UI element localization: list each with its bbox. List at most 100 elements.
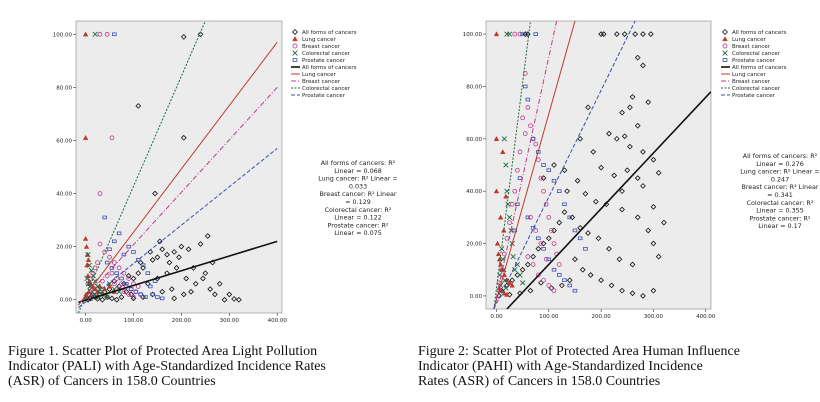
legend-label-colorectal: Colorectal cancer <box>732 51 781 57</box>
data-point-all-forms <box>226 291 233 298</box>
data-point-all-forms <box>156 238 163 245</box>
y-tick-label: 100.00 <box>53 32 73 38</box>
data-point-all-forms <box>171 249 178 255</box>
legend-line-label-all-forms: All forms of cancers <box>732 65 787 71</box>
data-point-all-forms <box>640 183 646 189</box>
legend-line-label-lung: Lung cancer <box>732 72 766 78</box>
data-point-prostate <box>557 273 562 277</box>
data-point-all-forms <box>650 204 657 210</box>
data-point-all-forms <box>661 219 667 226</box>
data-point-all-forms <box>650 156 657 163</box>
legend-label-lung: Lung cancer <box>302 37 336 43</box>
data-point-all-forms <box>634 214 641 221</box>
data-point-breast <box>515 167 520 173</box>
data-point-lung <box>509 282 515 288</box>
data-point-colorectal <box>104 294 110 300</box>
data-point-all-forms <box>173 265 180 271</box>
data-point-prostate <box>515 202 520 207</box>
data-point-all-forms <box>168 286 175 292</box>
data-point-prostate <box>104 260 110 265</box>
figure-1-scatter-chart: 0.00 20.00 40.00 60.00 80.00 100.00 0.00 100.00… <box>53 20 398 324</box>
data-point-all-forms <box>632 31 638 37</box>
data-point-colorectal <box>506 214 513 220</box>
data-point-all-forms <box>619 188 625 195</box>
data-point-all-forms <box>118 294 125 300</box>
fit-line-prostate <box>493 21 636 309</box>
data-point-all-forms <box>640 149 646 155</box>
data-point-breast <box>525 254 531 259</box>
legend-label-prostate: Prostate cancer <box>302 58 346 64</box>
data-point-prostate <box>577 236 583 241</box>
r2-annotation-line: Linear = 0.17 <box>758 222 802 230</box>
data-point-all-forms <box>231 296 237 302</box>
data-point-prostate <box>112 32 117 37</box>
data-point-all-forms <box>624 167 631 174</box>
data-point-lung <box>501 290 508 296</box>
figure-1-panel: 0.00 20.00 40.00 60.00 80.00 100.00 0.00 100.00… <box>0 0 400 402</box>
data-point-prostate <box>567 215 572 220</box>
data-point-prostate <box>145 271 151 275</box>
data-point-colorectal <box>517 272 523 278</box>
data-point-all-forms <box>627 143 633 150</box>
data-point-all-forms <box>640 31 646 37</box>
data-point-all-forms <box>212 291 218 298</box>
data-point-all-forms <box>564 188 570 195</box>
figure-2-panel: 0.00 20.00 40.00 60.00 80.00 100.00 0.00 100.00… <box>410 0 820 402</box>
data-point-lung <box>83 243 90 249</box>
x-tick-label: 400.00 <box>696 314 716 320</box>
data-point-colorectal <box>520 280 526 286</box>
data-point-all-forms <box>135 103 142 109</box>
x-tick-label: 100.00 <box>124 318 144 324</box>
data-point-breast <box>111 260 117 265</box>
data-point-all-forms <box>579 266 586 273</box>
data-point-colorectal <box>500 256 506 262</box>
data-point-colorectal <box>92 278 98 284</box>
legend-line-label-colorectal: Colorectal cancer <box>302 86 351 92</box>
data-point-breast <box>97 191 103 196</box>
data-point-breast <box>522 71 528 76</box>
data-point-prostate <box>116 231 122 236</box>
data-point-all-forms <box>524 261 531 268</box>
data-point-all-forms <box>519 266 526 273</box>
r2-annotation-line: Linear = 0.122 <box>334 214 382 222</box>
data-point-breast <box>88 276 93 281</box>
data-point-all-forms <box>556 219 563 226</box>
triangle-icon <box>292 36 298 42</box>
data-point-prostate <box>131 250 136 254</box>
data-point-prostate <box>546 168 552 173</box>
fit-line-all-forms <box>78 240 278 304</box>
r2-annotation-line: All forms of cancers: R² <box>743 152 818 160</box>
data-point-breast <box>109 270 115 276</box>
data-point-colorectal <box>85 251 91 258</box>
data-point-breast <box>556 262 562 267</box>
data-point-all-forms <box>192 280 199 287</box>
r2-annotation-line: Colorectal cancer: R² <box>747 199 814 207</box>
data-point-breast <box>512 188 518 194</box>
data-point-prostate <box>126 244 131 249</box>
legend-line-label-prostate: Prostate cancer <box>302 93 346 99</box>
data-point-breast <box>107 254 112 260</box>
data-point-breast <box>541 188 546 194</box>
data-point-prostate <box>512 228 518 233</box>
data-point-prostate <box>583 247 588 251</box>
y-tick-label: 20.00 <box>466 242 482 248</box>
data-point-breast <box>535 272 541 278</box>
data-point-colorectal <box>503 162 509 168</box>
data-point-prostate <box>152 279 158 283</box>
legend-line-label-breast: Breast cancer <box>302 79 341 85</box>
data-point-prostate <box>109 266 115 270</box>
x-tick-label: 400.00 <box>268 318 288 324</box>
data-point-lung <box>493 188 500 194</box>
data-point-breast <box>530 262 536 267</box>
cross-icon <box>722 50 728 56</box>
y-tick-label: 100.00 <box>463 32 483 38</box>
diamond-icon <box>292 29 298 35</box>
square-icon <box>722 58 728 62</box>
data-point-prostate <box>124 282 129 286</box>
square-icon <box>292 58 298 62</box>
plot-area <box>485 20 712 310</box>
data-point-breast <box>104 31 110 37</box>
data-point-all-forms <box>171 295 178 302</box>
r2-annotation-line: Lung cancer: R² Linear = <box>740 168 820 176</box>
data-point-lung <box>504 291 510 297</box>
